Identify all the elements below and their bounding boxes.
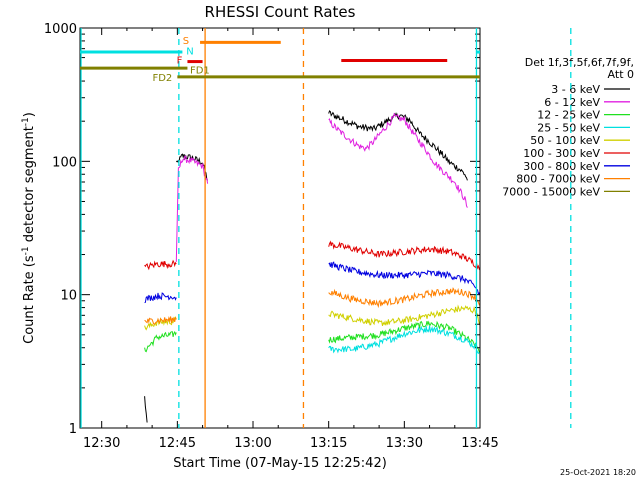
y-axis-label-sup2: -1 [21,117,31,126]
y-tick-label-2: 100 [52,155,77,170]
legend-label-6: 300 - 800 keV [523,160,600,173]
state-bar-label-5: FD1 [190,65,210,76]
y-axis-label-sup1: -1 [21,246,31,255]
series-line-1-segment-1 [328,112,468,208]
series-line-0-segment-2 [328,110,468,181]
series-line-5-segment-1 [328,240,480,271]
x-tick-label-3: 13:15 [310,436,347,451]
x-tick-label-5: 13:45 [461,436,498,451]
series-line-5-segment-0 [144,259,177,271]
y-axis-label-main: Count Rate (s [22,255,37,344]
plot-area [144,110,480,423]
footer-timestamp: 25-Oct-2021 18:20 [560,468,636,477]
legend-label-8: 7000 - 15000 keV [502,185,600,198]
y-tick-label-0: 1 [69,422,77,437]
state-bar-label-6: FD2 [152,73,172,84]
series-line-1-segment-0 [175,155,209,262]
legend-label-1: 6 - 12 keV [544,96,600,109]
x-tick-label-1: 12:45 [159,436,196,451]
legend-label-3: 25 - 50 keV [537,121,600,134]
chart-title: RHESSI Count Rates [205,3,356,21]
series-line-7-segment-0 [144,316,177,325]
state-bar-label-4: F [177,56,183,67]
series-line-0-segment-1 [175,153,209,181]
axes: 12:30 12:45 13:00 13:15 13:30 13:45 1 10 100 1000 [44,22,499,451]
legend-label-4: 50 - 100 keV [530,134,600,147]
legend-header-line1: Det 1f,3f,5f,6f,7f,9f, [525,56,634,69]
legend-label-7: 800 - 7000 keV [516,173,600,186]
series-line-6-segment-0 [144,292,177,304]
series-line-6-segment-1 [328,261,480,295]
y-tick-label-3: 1000 [44,22,77,37]
series-line-3-segment-0 [328,325,480,355]
plot-frame [79,27,481,429]
state-bar-label-2: S [183,36,189,47]
x-tick-label-4: 13:30 [386,436,423,451]
x-tick-label-2: 13:00 [234,436,271,451]
legend-header-line2: Att 0 [608,68,634,81]
legend-label-0: 3 - 6 keV [551,83,600,96]
state-bar-label-0: N [186,46,193,57]
series-line-2-segment-0 [144,330,177,353]
y-axis-label-mid: detector segment [22,126,37,246]
y-axis-label: Count Rate (s-1 detector segment-1) [21,112,37,344]
legend-label-5: 100 - 300 keV [523,147,600,160]
legend: Det 1f,3f,5f,6f,7f,9f, Att 0 3 - 6 keV6 … [502,56,634,198]
series-line-4-segment-1 [328,304,480,327]
legend-label-2: 12 - 25 keV [537,109,600,122]
series-line-2-segment-1 [328,320,480,354]
x-tick-label-0: 12:30 [83,436,120,451]
x-axis-label: Start Time (07-May-15 12:25:42) [173,456,387,471]
y-tick-label-1: 10 [60,289,77,304]
series-line-7-segment-1 [328,287,480,309]
series-line-0-segment-0 [144,396,148,423]
y-axis-label-end: ) [22,112,37,117]
